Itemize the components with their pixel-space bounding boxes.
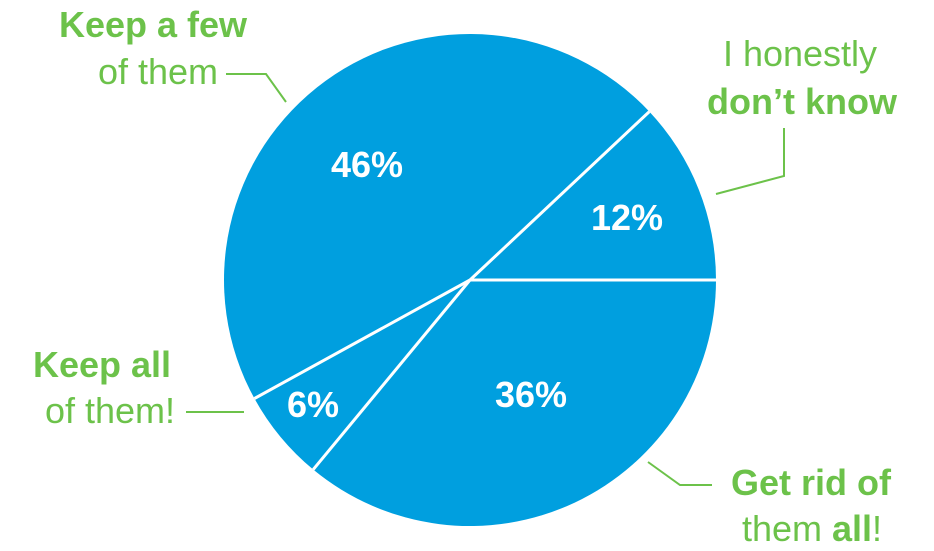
slice-dividers (253, 110, 716, 471)
category-label-get-rid-of-line2-suffix: ! (872, 508, 882, 549)
pie-slice-keep-all (254, 280, 470, 470)
category-label-get-rid-of-line2-bold: all (832, 508, 872, 549)
leader-line-dont-know (715, 128, 785, 195)
percent-label-keep-a-few: 46% (331, 144, 403, 185)
pie-slice-dont-know (470, 111, 716, 280)
category-label-dont-know-line2: don’t know (707, 81, 898, 122)
percent-label-keep-all: 6% (287, 384, 339, 425)
category-label-keep-all: Keep all of them! (33, 344, 244, 431)
category-label-get-rid-of: Get rid of them all! (647, 461, 892, 549)
percent-label-get-rid-of: 36% (495, 374, 567, 415)
leader-line-keep-a-few (226, 73, 287, 103)
category-label-keep-a-few: Keep a few of them (59, 4, 287, 103)
pie-slices (223, 33, 716, 527)
slice-divider-3 (253, 278, 471, 400)
category-label-dont-know: I honestly don’t know (707, 33, 898, 195)
category-label-keep-a-few-line1: Keep a few (59, 4, 248, 45)
pie-slice-keep-a-few (223, 33, 650, 399)
category-label-dont-know-line1: I honestly (723, 33, 877, 74)
slice-divider-2 (468, 110, 651, 282)
pie-slice-get-rid-of (313, 280, 716, 527)
slice-divider-4 (312, 279, 472, 471)
category-label-keep-all-line1: Keep all (33, 344, 171, 385)
percent-label-dont-know: 12% (591, 197, 663, 238)
category-label-keep-a-few-line2: of them (98, 51, 218, 92)
category-label-keep-all-line2: of them! (45, 390, 175, 431)
category-label-get-rid-of-line2-prefix: them (742, 508, 832, 549)
percent-labels: 46% 12% 6% 36% (287, 144, 663, 425)
leader-line-get-rid-of (647, 461, 712, 486)
category-label-get-rid-of-line2: them all! (742, 508, 882, 549)
category-label-get-rid-of-line1: Get rid of (731, 462, 892, 503)
